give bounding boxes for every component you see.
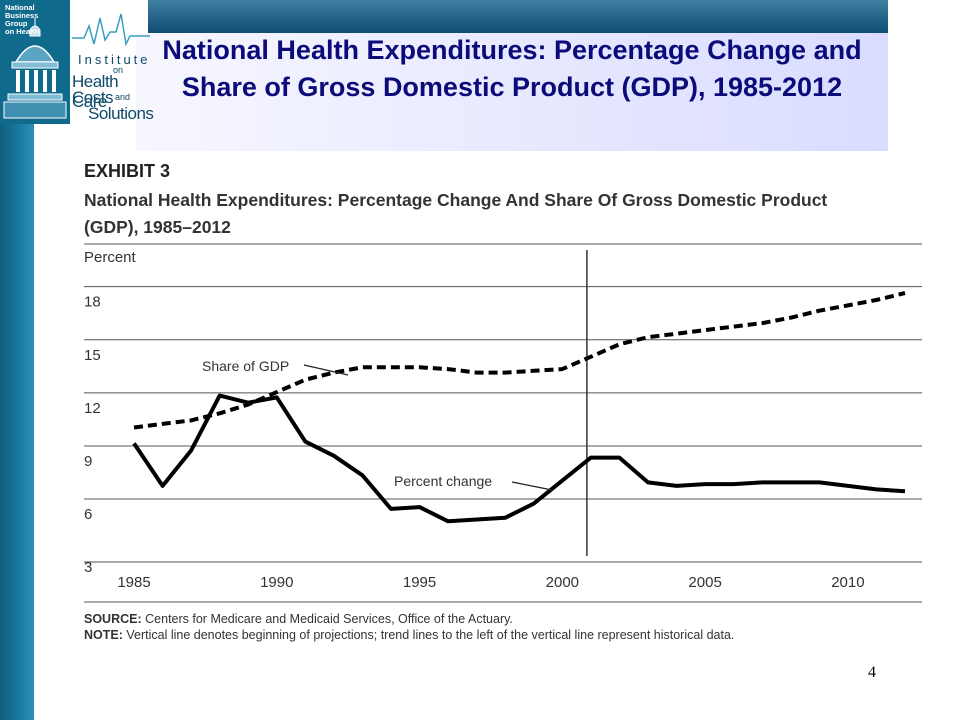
logo-org-line: Business [5, 11, 39, 20]
logo-health-care-text: Health Care [72, 72, 119, 111]
x-tick-label: 1995 [403, 574, 436, 591]
heartbeat-icon [72, 13, 150, 47]
title-box [136, 33, 888, 151]
page-number: 4 [868, 664, 876, 681]
y-tick-label: 3 [84, 559, 92, 576]
exhibit-label: EXHIBIT 3 [84, 161, 171, 181]
logo-and-text: and [115, 92, 131, 102]
note: NOTE: Vertical line denotes beginning of… [84, 628, 734, 642]
source-note: SOURCE: Centers for Medicare and Medicai… [84, 612, 513, 626]
pct-annotation-leader [511, 481, 553, 491]
grid-layer [84, 243, 922, 603]
source-label: SOURCE: [84, 612, 142, 626]
x-tick-label: 2000 [546, 574, 579, 591]
slide-title: National Health Expenditures: Percentage… [162, 35, 862, 102]
percent-change-line [132, 393, 906, 524]
logo-on-text: on [113, 65, 124, 75]
y-tick-label: 18 [84, 294, 101, 311]
institute-logo: National Business Group on Health Instit… [0, 0, 154, 124]
x-tick-label: 2005 [688, 574, 721, 591]
logo-org-line: on Health [5, 27, 40, 36]
logo-solutions-text: Solutions [88, 104, 154, 123]
share-of-gdp-label: Share of GDP [202, 358, 289, 374]
y-tick-label: 12 [84, 400, 101, 417]
logo-costs-text: Costs [72, 88, 113, 107]
source-text: Centers for Medicare and Medicaid Servic… [145, 612, 513, 626]
header-band [148, 0, 888, 33]
y-tick-label: 9 [84, 453, 92, 470]
y-tick-label: 6 [84, 506, 92, 523]
y-tick-label: 15 [84, 347, 101, 364]
x-tick-label: 2010 [831, 574, 864, 591]
note-text: Vertical line denotes beginning of proje… [126, 628, 735, 642]
axis-labels: 3 6 9 12 15 18 1985 1990 1995 2000 2005 2010 [84, 294, 865, 591]
x-tick-label: 1985 [117, 574, 150, 591]
logo-org-line: National [5, 3, 35, 12]
capitol-dome-logo: National Business Group on Health [0, 0, 70, 124]
y-axis-label: Percent [84, 249, 137, 266]
percent-change-label: Percent change [394, 473, 492, 489]
x-tick-label: 1990 [260, 574, 293, 591]
note-label: NOTE: [84, 628, 123, 642]
logo-org-line: Group [5, 19, 28, 28]
share-annotation-leader [303, 364, 349, 376]
logo-institute-text: Institute [78, 52, 151, 67]
series-layer [132, 291, 906, 524]
chart-title: National Health Expenditures: Percentage… [84, 190, 828, 237]
